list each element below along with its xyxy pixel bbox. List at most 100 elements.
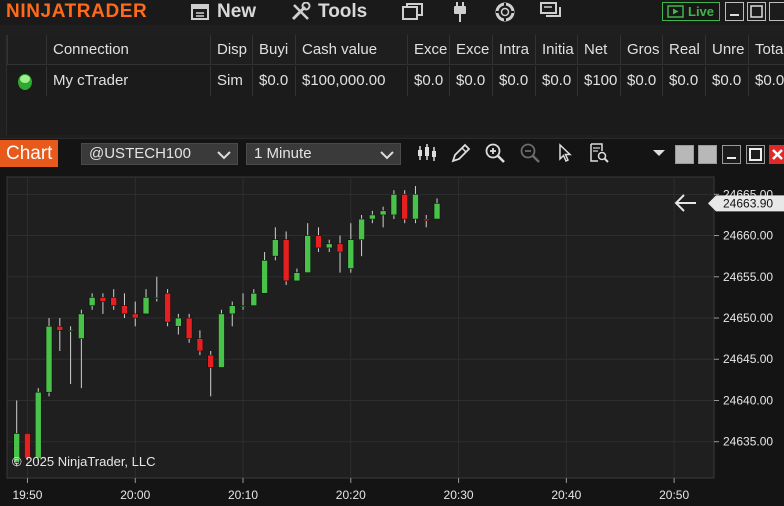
messages-icon[interactable] (540, 2, 562, 22)
table-cell: $100,000.00 (295, 66, 407, 96)
connection-plug-icon[interactable] (451, 1, 469, 23)
last-price-label: 24663.90 (723, 196, 773, 210)
data-box-icon[interactable] (588, 142, 610, 164)
chart-maximize-button[interactable] (746, 145, 765, 164)
candle-body (110, 297, 117, 306)
column-header[interactable]: Intra (492, 35, 535, 65)
column-header[interactable]: Real (662, 35, 705, 65)
instrument-selector[interactable]: @USTECH100 (81, 143, 238, 165)
candle-up (239, 293, 247, 310)
table-cell: $0.0 (620, 66, 662, 96)
candle-body (67, 330, 74, 332)
chart-close-button[interactable] (769, 145, 784, 164)
close-window-button[interactable] (769, 2, 784, 21)
price-chart[interactable]: 24635.00 24640.00 24645.00 24650.00 24655.00… (0, 167, 784, 506)
tools-icon (290, 2, 312, 22)
candle-up (88, 293, 96, 310)
column-header[interactable]: Connection (46, 35, 210, 65)
candle-up (358, 214, 365, 257)
column-header[interactable]: Net (577, 35, 620, 65)
tools-menu-label: Tools (318, 1, 368, 22)
candle-up (261, 252, 268, 294)
minimize-window-button[interactable] (725, 2, 744, 21)
new-menu-button[interactable]: New (191, 0, 256, 24)
time-tick-label: 20:40 (551, 488, 581, 502)
restore-window-button[interactable] (747, 2, 766, 21)
candle-up (153, 276, 161, 302)
copyright-text: © 2025 NinjaTrader, LLC (12, 454, 156, 469)
link-color-button[interactable] (675, 145, 694, 164)
scroll-to-latest-icon[interactable] (674, 194, 696, 212)
bar-style-icon[interactable] (416, 142, 438, 164)
instrument-link-button[interactable] (698, 145, 717, 164)
candle-body (78, 313, 85, 339)
pointer-cursor-icon[interactable] (554, 142, 576, 164)
candle-down (196, 330, 204, 356)
candle-body (99, 297, 107, 302)
chart-menu-dropdown-icon[interactable] (652, 144, 666, 166)
zoom-out-icon[interactable] (519, 142, 541, 164)
candle-down (315, 227, 322, 253)
candle-body (358, 218, 365, 240)
candle-body (293, 272, 301, 282)
interval-selector[interactable]: 1 Minute (246, 143, 401, 165)
chart-minimize-button[interactable] (722, 145, 741, 164)
interval-value: 1 Minute (254, 145, 312, 162)
candle-up (390, 190, 398, 220)
table-cell: $0.0 (492, 66, 535, 96)
candles (13, 186, 441, 467)
candle-down (401, 190, 408, 224)
table-cell: $0.0 (705, 66, 748, 96)
candle-body (175, 317, 182, 327)
chevron-down-icon (217, 147, 231, 167)
candle-body (433, 203, 441, 220)
table-cell: Sim (210, 66, 252, 96)
main-menubar: NINJATRADER New Tools Live (0, 0, 784, 25)
time-tick-label: 20:30 (444, 488, 474, 502)
column-header[interactable]: Exce (449, 35, 492, 65)
zoom-in-icon[interactable] (484, 142, 506, 164)
price-tick-label: 24650.00 (723, 311, 773, 325)
candle-body (315, 235, 322, 249)
candle-body (142, 297, 150, 315)
play-icon (667, 5, 684, 18)
candle-up (67, 326, 74, 384)
candle-down (56, 318, 64, 352)
column-header[interactable]: Buyi (252, 35, 295, 65)
help-lifebuoy-icon[interactable] (494, 1, 516, 23)
column-header[interactable]: Gros (620, 35, 662, 65)
candle-body (261, 259, 268, 294)
status-column-header[interactable] (7, 35, 46, 65)
candle-body (218, 313, 225, 368)
live-mode-button[interactable]: Live (662, 2, 720, 21)
candle-up (142, 289, 150, 315)
tools-menu-button[interactable]: Tools (290, 0, 367, 24)
price-tick-label: 24635.00 (723, 435, 773, 449)
close-icon (770, 149, 784, 167)
candle-body (24, 433, 31, 459)
candle-down (164, 289, 171, 327)
workspaces-icon[interactable] (402, 2, 424, 22)
drawing-tools-icon[interactable] (450, 142, 472, 164)
time-axis[interactable]: 19:50 20:00 20:10 20:20 20:30 20:40 20:50 (12, 478, 689, 502)
candle-body (272, 239, 279, 257)
table-row[interactable]: My cTrader Sim $0.0 $100,000.00 $0.0 $0.… (7, 66, 784, 96)
column-header[interactable]: Disp (210, 35, 252, 65)
candle-down (99, 293, 107, 314)
time-tick-label: 19:50 (12, 488, 42, 502)
column-header[interactable]: Tota (748, 35, 784, 65)
column-header[interactable]: Initia (535, 35, 577, 65)
candle-body (239, 305, 247, 307)
column-header[interactable]: Exce (407, 35, 449, 65)
candle-down (207, 351, 214, 397)
chart-tab[interactable]: Chart (0, 140, 58, 167)
candle-body (379, 210, 387, 216)
accounts-header-row: Connection Disp Buyi Cash value Exce Exc… (7, 35, 784, 65)
candle-up (175, 313, 182, 335)
candle-down (282, 231, 290, 286)
candle-body (121, 305, 128, 315)
chart-panel[interactable]: 24635.00 24640.00 24645.00 24650.00 24655.00… (0, 167, 784, 506)
column-header[interactable]: Unre (705, 35, 748, 65)
column-header[interactable]: Cash value (295, 35, 407, 65)
candle-up (13, 400, 20, 467)
